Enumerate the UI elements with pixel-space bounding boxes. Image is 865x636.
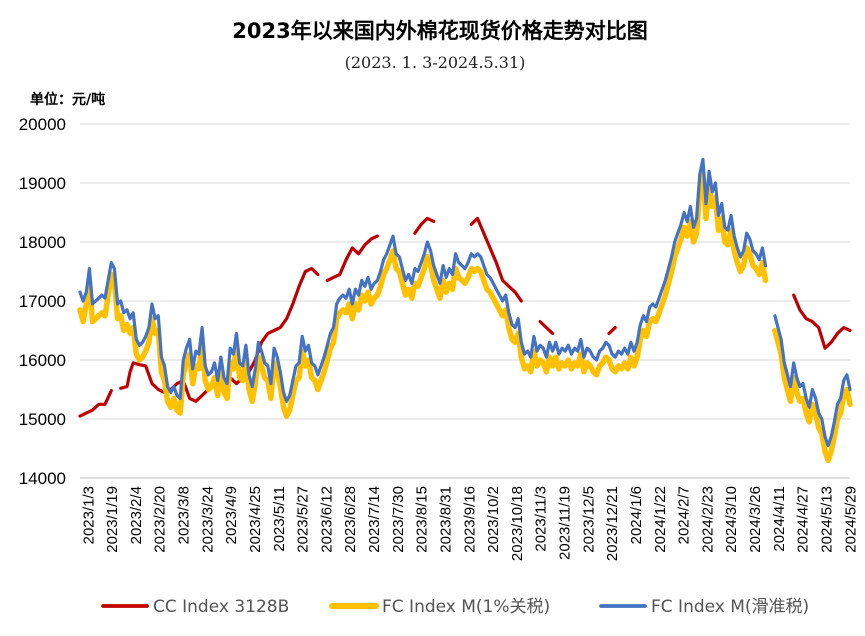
x-tick-label: 2024/4/27	[795, 486, 812, 553]
x-tick-label: 2023/10/2	[485, 486, 502, 553]
y-tick-label: 16000	[19, 351, 66, 370]
series-line	[78, 389, 113, 418]
x-tick-label: 2023/4/25	[247, 486, 264, 553]
x-tick-label: 2023/4/9	[223, 486, 240, 544]
series-line	[607, 326, 617, 335]
series-line	[413, 216, 436, 235]
x-tick-label: 2023/7/30	[390, 486, 407, 553]
x-tick-label: 2023/3/24	[199, 486, 216, 553]
x-tick-label: 2023/5/27	[295, 486, 312, 553]
series-line	[772, 327, 853, 464]
x-tick-label: 2024/1/22	[652, 486, 669, 553]
x-tick-label: 2023/9/16	[461, 486, 478, 553]
x-tick-label: 2024/5/13	[818, 486, 835, 553]
x-tick-label: 2024/2/23	[699, 486, 716, 553]
x-tick-label: 2023/3/8	[176, 486, 193, 544]
series-layer	[77, 157, 853, 464]
x-tick-label: 2023/5/11	[271, 486, 288, 552]
chart-subtitle: (2023. 1. 3-2024.5.31)	[345, 53, 526, 72]
x-tick-label: 2023/8/31	[437, 486, 454, 553]
series-line	[77, 171, 769, 419]
x-tick-label: 2023/11/19	[557, 486, 574, 560]
x-tick-label: 2024/1/6	[628, 486, 645, 544]
series-line	[773, 314, 852, 448]
x-tick-label: 2024/2/7	[676, 486, 693, 544]
x-tick-label: 2023/12/21	[604, 486, 621, 561]
chart-title: 2023年以来国内外棉花现货价格走势对比图	[232, 19, 647, 43]
x-tick-label: 2023/1/3	[80, 486, 97, 544]
legend-label: FC Index M(1%关税)	[382, 597, 550, 617]
x-tick-label: 2023/11/3	[533, 486, 550, 552]
y-tick-label: 18000	[19, 233, 66, 252]
unit-label: 单位：元/吨	[30, 91, 105, 108]
x-tick-label: 2023/10/18	[509, 486, 526, 561]
series-line	[119, 361, 210, 403]
x-tick-label: 2023/7/14	[366, 486, 383, 553]
grid-lines	[80, 123, 850, 479]
legend-label: FC Index M(滑准税)	[651, 597, 809, 617]
y-tick-label: 14000	[19, 469, 66, 488]
series-line	[538, 320, 555, 335]
x-tick-label: 2024/5/29	[842, 486, 859, 553]
legend-label: CC Index 3128B	[153, 597, 289, 617]
x-tick-label: 2023/12/5	[580, 486, 597, 553]
x-axis: 2023/1/3 2023/1/19 2023/2/4 2023/2/20 2023/3…	[80, 486, 859, 561]
x-tick-label: 2023/6/28	[342, 486, 359, 553]
series-line	[78, 157, 768, 403]
x-tick-label: 2024/4/11	[771, 486, 788, 552]
series-line	[216, 267, 320, 392]
x-tick-label: 2023/1/19	[104, 486, 121, 553]
y-axis-ticks: 14000 15000 16000 17000 18000 19000 20000	[19, 115, 66, 488]
y-tick-label: 17000	[19, 292, 66, 311]
x-tick-label: 2023/2/20	[152, 486, 169, 553]
x-tick-label: 2023/2/4	[128, 486, 145, 544]
series-line	[469, 216, 523, 303]
series-line	[325, 234, 379, 282]
x-tick-label: 2024/3/10	[723, 486, 740, 553]
x-tick-label: 2024/3/26	[747, 486, 764, 553]
legend: CC Index 3128B FC Index M(1%关税) FC Index M…	[101, 597, 809, 617]
y-tick-label: 15000	[19, 410, 66, 429]
x-tick-label: 2023/8/15	[414, 486, 431, 553]
x-tick-label: 2023/6/12	[318, 486, 335, 553]
y-tick-label: 19000	[19, 174, 66, 193]
series-line	[792, 293, 852, 350]
y-tick-label: 20000	[19, 115, 66, 134]
